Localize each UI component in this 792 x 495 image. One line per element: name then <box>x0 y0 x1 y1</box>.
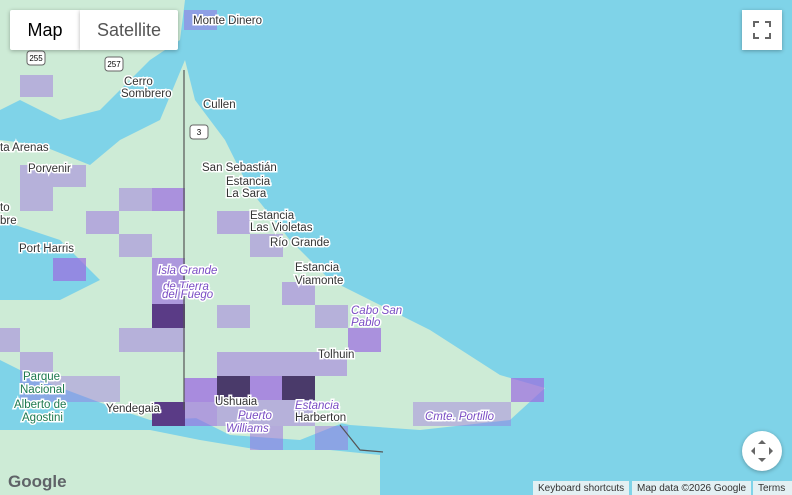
place-label: Cmte. Portillo <box>425 411 495 423</box>
fullscreen-button[interactable] <box>742 10 782 50</box>
road-shield <box>104 56 124 72</box>
place-label: Harberton <box>295 412 346 424</box>
place-label: Estancia <box>295 400 339 412</box>
place-label: Nacional <box>20 384 65 396</box>
place-label: de Tierra <box>163 281 209 293</box>
map-data: Map data ©2026 Google <box>632 481 752 495</box>
google-logo: Google <box>8 472 67 491</box>
place-label: Williams <box>226 423 269 435</box>
place-label: Sombrero <box>121 88 172 100</box>
place-label: Porvenir <box>28 163 71 175</box>
satellite-button[interactable]: Satellite <box>80 10 178 50</box>
place-label: Estancia <box>295 262 340 274</box>
place-label: del Fuego <box>162 289 214 301</box>
place-label: Cabo San <box>351 305 402 317</box>
fullscreen-icon <box>753 21 771 39</box>
place-label: La Sara <box>226 188 267 200</box>
place-label: San Sebastián <box>202 162 277 174</box>
place-label: Agostini <box>22 412 63 424</box>
place-label: Parque <box>23 371 60 383</box>
place-label: Puerto <box>238 410 272 422</box>
road-number: 257 <box>107 60 121 69</box>
terms[interactable]: Terms <box>753 481 792 495</box>
place-label: Alberto de <box>14 399 66 411</box>
land <box>0 0 545 495</box>
place-label: Yendegaia <box>106 403 161 415</box>
place-label: Viamonte <box>295 275 343 287</box>
place-label: Monte Dinero <box>193 15 262 27</box>
place-label: Estancia <box>226 176 271 188</box>
camera-control[interactable] <box>742 431 782 471</box>
place-label: Río Grande <box>270 237 329 249</box>
place-label: Cullen <box>203 99 236 111</box>
heat-cells <box>0 10 544 450</box>
road-number: 255 <box>29 54 43 63</box>
place-label: ta Arenas <box>0 142 49 154</box>
camera-icon <box>751 440 773 462</box>
place-label: Port Harris <box>19 243 74 255</box>
road-shield <box>26 50 46 66</box>
place-label: Estancia <box>250 210 295 222</box>
place-label: Las Violetas <box>250 222 313 234</box>
place-label: Ushuaia <box>215 396 258 408</box>
borders <box>183 70 384 453</box>
place-label: Pablo <box>351 317 381 329</box>
place-label: Cerro <box>124 76 153 88</box>
place-label: Tolhuin <box>318 349 354 361</box>
place-label: bre <box>0 215 17 227</box>
place-label: Isla Grande <box>158 265 217 277</box>
road-shield <box>189 124 209 140</box>
keyboard-shortcuts[interactable]: Keyboard shortcuts <box>533 481 630 495</box>
road-number: 3 <box>197 128 202 137</box>
place-label: to <box>0 202 10 214</box>
map-button[interactable]: Map <box>10 10 80 50</box>
